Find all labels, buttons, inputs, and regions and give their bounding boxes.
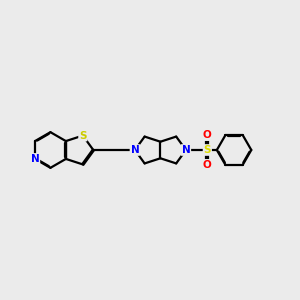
Text: O: O (203, 130, 212, 140)
Text: S: S (79, 130, 87, 141)
Text: N: N (31, 154, 39, 164)
Text: S: S (204, 145, 211, 155)
Text: O: O (203, 160, 212, 170)
Text: N: N (182, 145, 190, 155)
Text: N: N (130, 145, 139, 155)
